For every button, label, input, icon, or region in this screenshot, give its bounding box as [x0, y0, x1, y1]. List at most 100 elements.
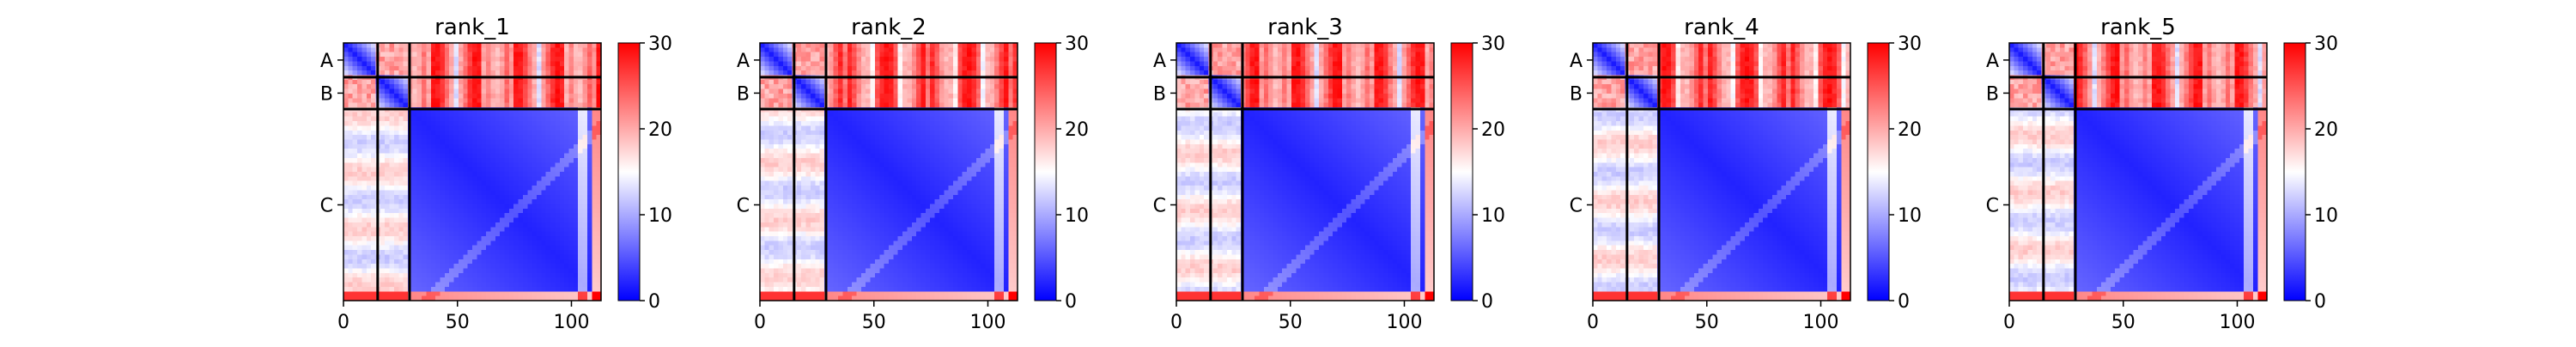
heatmap-cell	[361, 43, 367, 48]
heatmap-cell	[769, 61, 775, 66]
heatmap-cell	[879, 121, 884, 126]
heatmap-cell	[398, 269, 404, 274]
heatmap-cell	[1004, 103, 1009, 108]
heatmap-cell	[357, 204, 362, 210]
heatmap-cell	[361, 154, 367, 159]
heatmap-cell	[385, 176, 390, 181]
heatmap-cell	[495, 125, 501, 131]
heatmap-cell	[505, 135, 510, 140]
heatmap-cell	[912, 140, 917, 145]
heatmap-cell	[380, 154, 386, 159]
heatmap-cell	[445, 246, 450, 251]
heatmap-cell	[806, 43, 811, 48]
heatmap-cell	[371, 131, 376, 136]
heatmap-cell	[459, 269, 464, 274]
heatmap-cell	[398, 52, 404, 58]
heatmap-cell	[926, 131, 931, 136]
heatmap-cell	[394, 218, 399, 223]
heatmap-cell	[797, 186, 802, 191]
heatmap-cell	[500, 186, 505, 191]
heatmap-cell	[449, 98, 454, 103]
heatmap-cell	[871, 125, 876, 131]
heatmap-cell	[578, 43, 583, 48]
heatmap-cell	[463, 144, 468, 149]
heatmap-cell	[477, 199, 482, 204]
heatmap-cell	[957, 57, 963, 62]
heatmap-cell	[811, 112, 816, 117]
heatmap-cell	[898, 61, 903, 66]
heatmap-cell	[412, 227, 417, 232]
heatmap-cell	[440, 236, 446, 241]
heatmap-cell	[907, 121, 912, 126]
heatmap-cell	[422, 232, 427, 237]
heatmap-cell	[385, 47, 390, 52]
heatmap-cell	[769, 140, 775, 145]
heatmap-cell	[468, 273, 473, 278]
heatmap-cell	[500, 158, 505, 163]
heatmap-cell	[394, 140, 399, 145]
heatmap-cell	[893, 121, 898, 126]
heatmap-cell	[495, 112, 501, 117]
heatmap-cell	[440, 61, 446, 66]
heatmap-cell	[550, 140, 556, 145]
heatmap-cell	[390, 227, 395, 232]
heatmap-cell	[592, 176, 597, 181]
heatmap-cell	[902, 66, 908, 71]
heatmap-cell	[986, 158, 991, 163]
heatmap-cell	[505, 204, 510, 210]
heatmap-cell	[778, 190, 783, 195]
heatmap-cell	[390, 240, 395, 246]
heatmap-cell	[783, 94, 788, 99]
heatmap-cell	[353, 70, 358, 76]
heatmap-cell	[871, 112, 876, 117]
heatmap-cell	[440, 209, 446, 214]
heatmap-cell	[435, 232, 440, 237]
heatmap-cell	[866, 154, 871, 159]
heatmap-cell	[357, 89, 362, 94]
heatmap-cell	[440, 250, 446, 255]
heatmap-cell	[459, 154, 464, 159]
heatmap-cell	[583, 213, 588, 218]
heatmap-cell	[463, 112, 468, 117]
heatmap-cell	[367, 190, 372, 195]
heatmap-cell	[976, 84, 981, 89]
heatmap-cell	[380, 43, 386, 48]
heatmap-cell	[422, 176, 427, 181]
heatmap-cell	[353, 273, 358, 278]
heatmap-cell	[390, 250, 395, 255]
heatmap-cell	[838, 112, 843, 117]
heatmap-cell	[459, 140, 464, 145]
heatmap-cell	[592, 240, 597, 246]
heatmap-cell	[445, 80, 450, 85]
heatmap-cell	[523, 131, 528, 136]
heatmap-cell	[495, 181, 501, 186]
heatmap-cell	[532, 269, 538, 274]
heatmap-cell	[404, 269, 409, 274]
heatmap-cell	[454, 209, 459, 214]
heatmap-cell	[449, 117, 454, 122]
heatmap-cell	[509, 154, 514, 159]
heatmap-cell	[422, 209, 427, 214]
heatmap-cell	[532, 98, 538, 103]
heatmap-cell	[477, 283, 482, 288]
heatmap-cell	[486, 121, 491, 126]
heatmap-cell	[550, 246, 556, 251]
heatmap-cell	[353, 283, 358, 288]
heatmap-cell	[592, 236, 597, 241]
heatmap-cell	[884, 117, 890, 122]
heatmap-cell	[431, 112, 436, 117]
heatmap-cell	[820, 181, 825, 186]
heatmap-cell	[422, 291, 427, 296]
heatmap-cell	[390, 218, 395, 223]
heatmap-cell	[445, 52, 450, 58]
heatmap-cell	[764, 84, 769, 89]
heatmap-cell	[769, 181, 775, 186]
heatmap-cell	[371, 199, 376, 204]
heatmap-cell	[505, 176, 510, 181]
heatmap-cell	[380, 204, 386, 210]
heatmap-cells	[760, 43, 1018, 301]
heatmap-cell	[532, 204, 538, 210]
heatmap-cell	[811, 66, 816, 71]
heatmap-cell	[787, 181, 793, 186]
heatmap-cell	[348, 199, 353, 204]
